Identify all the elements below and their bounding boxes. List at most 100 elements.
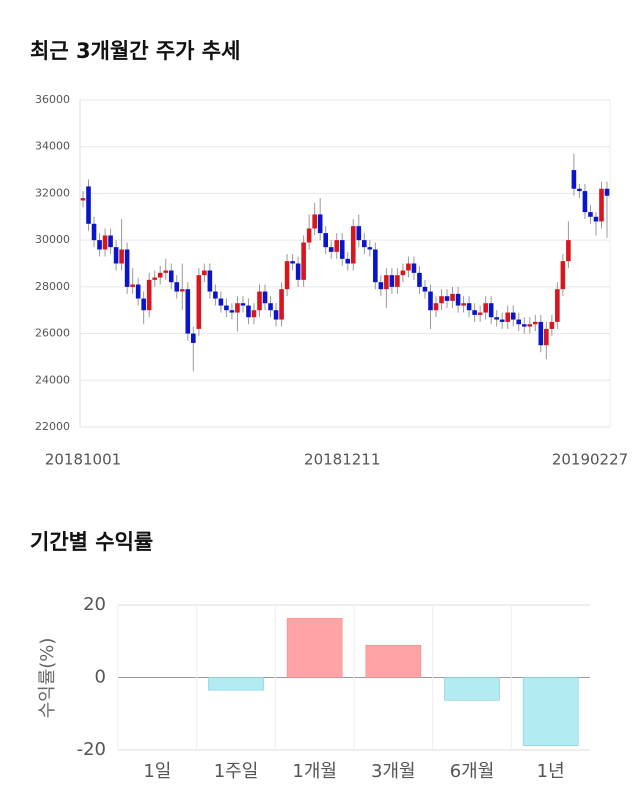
candle-body (593, 216, 599, 222)
y-tick-label: 22000 (35, 420, 70, 433)
candle-body (146, 279, 152, 311)
candle-body (345, 258, 351, 264)
bar (365, 644, 422, 678)
candle-body (599, 188, 604, 222)
candle-body (317, 214, 323, 234)
candle-body (499, 319, 505, 322)
candle-body (290, 261, 295, 264)
bar (208, 677, 264, 691)
candle-body (339, 240, 345, 259)
candle-body (560, 261, 566, 290)
candle-body (571, 170, 577, 189)
y-tick-label: 26000 (35, 327, 70, 340)
candle-body (240, 303, 246, 306)
candle-body (119, 249, 124, 264)
candle-body (229, 310, 235, 313)
candle-body (494, 317, 499, 320)
candle-body (218, 298, 224, 306)
candle-body (444, 296, 450, 301)
candle-body (268, 303, 273, 311)
candle-body (185, 289, 191, 334)
candle-body (395, 275, 400, 287)
candle-body (527, 324, 533, 327)
candle-body (284, 261, 290, 290)
candle-body (362, 240, 367, 248)
candle-body (516, 319, 522, 325)
candle-body (538, 321, 544, 346)
candle-body (279, 289, 284, 320)
candle-body (406, 263, 411, 271)
y-tick-label: 0 (95, 667, 106, 688)
candle-body (213, 291, 218, 299)
candle-body (433, 303, 439, 311)
candle-body (488, 303, 494, 318)
candle-body (251, 310, 257, 318)
x-tick-label: 1년 (537, 761, 565, 782)
candle-body (86, 186, 91, 224)
candle-body (312, 214, 317, 229)
candle-body (544, 328, 549, 346)
chart-title: 최근 3개월간 주가 추세 (30, 39, 240, 63)
candle-body (97, 240, 102, 250)
candle-body (102, 235, 108, 250)
bar (286, 618, 343, 678)
candle-body (80, 198, 86, 201)
y-tick-label: 24000 (35, 373, 70, 386)
candle-body (384, 275, 389, 290)
candle-body (472, 310, 477, 315)
y-tick-label: 36000 (35, 93, 70, 106)
candle-body (428, 291, 433, 311)
candle-body (141, 298, 146, 311)
candle-body (450, 293, 455, 301)
y-tick-label: 28000 (35, 280, 70, 293)
x-tick-label: 20181211 (304, 451, 380, 469)
candle-body (455, 293, 461, 306)
candle-body (549, 321, 555, 329)
candle-body (400, 270, 406, 276)
candle-body (582, 191, 588, 213)
bar (522, 677, 579, 746)
candle-body (328, 247, 334, 252)
y-axis-label: 수익률(%) (37, 638, 58, 719)
x-tick-label: 20181001 (45, 451, 121, 469)
candle-body (196, 275, 202, 329)
candle-body (555, 289, 560, 322)
x-tick-label: 1주일 (214, 761, 259, 782)
candle-body (224, 305, 229, 311)
candle-body (505, 312, 511, 322)
candle-body (152, 277, 158, 280)
candle-body (306, 228, 312, 243)
candle-body (202, 270, 207, 276)
candle-body (191, 333, 196, 343)
candle-body (108, 235, 113, 248)
candle-body (477, 312, 483, 315)
candle-body (466, 303, 472, 311)
chart-title: 기간별 수익률 (30, 530, 153, 554)
candle-body (604, 188, 610, 196)
x-tick-label: 3개월 (371, 761, 416, 782)
bar (444, 677, 500, 701)
candle-body (378, 282, 384, 290)
candle-body (521, 324, 527, 327)
candle-body (389, 275, 395, 287)
candle-body (483, 303, 488, 313)
candle-body (367, 247, 373, 250)
candle-body (179, 289, 185, 292)
candle-body (124, 249, 130, 287)
candle-body (207, 270, 213, 292)
candle-body (235, 303, 240, 313)
candle-body (577, 188, 582, 192)
y-tick-label: 32000 (35, 186, 70, 199)
candle-body (157, 272, 163, 278)
y-tick-label: 34000 (35, 140, 70, 153)
candle-body (262, 291, 268, 304)
x-tick-label: 6개월 (450, 761, 495, 782)
candle-body (356, 226, 362, 241)
candle-body (411, 263, 417, 273)
x-tick-label: 20190227 (552, 451, 628, 469)
candle-body (439, 296, 444, 304)
candle-body (373, 249, 378, 283)
candle-body (91, 223, 97, 241)
candle-body (295, 263, 301, 280)
